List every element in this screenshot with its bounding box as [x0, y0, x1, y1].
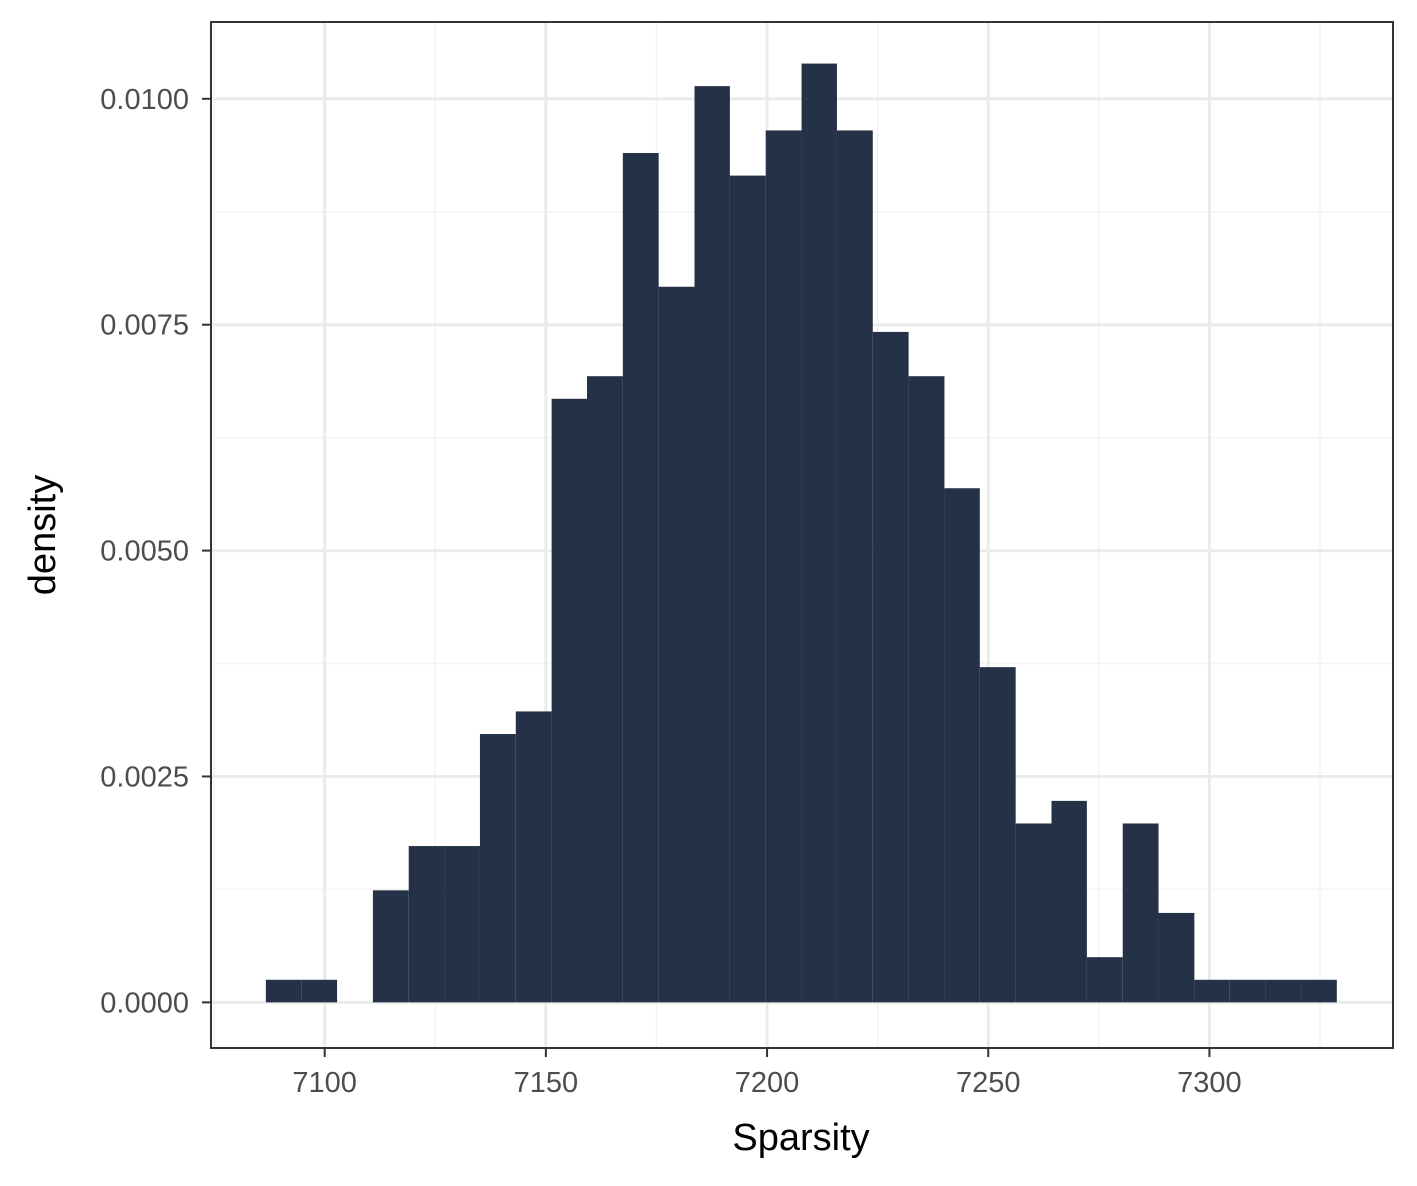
y-tick-label: 0.0075: [100, 310, 189, 342]
x-axis-title: Sparsity: [732, 1117, 869, 1159]
x-axis-ticks: 7100 7150 7200 7250 7300: [292, 1048, 1242, 1099]
histogram-bar: [408, 846, 445, 1003]
x-tick-label: 7150: [514, 1067, 579, 1099]
panel-border: [210, 21, 1394, 1049]
y-tick-label: 0.0100: [100, 84, 189, 116]
y-axis-ticks: 0.0000 0.0025 0.0050 0.0075 0.0100: [100, 84, 211, 1019]
histogram-bar: [836, 130, 873, 1003]
histogram-bar: [372, 890, 409, 1003]
histogram-bar: [1265, 979, 1302, 1003]
histogram-bar: [1051, 800, 1087, 1003]
y-axis-title: density: [22, 475, 64, 595]
histogram-bar: [301, 979, 338, 1003]
histogram-bar: [729, 175, 766, 1003]
y-tick-label: 0.0050: [100, 536, 189, 568]
histogram-bar: [1301, 979, 1337, 1003]
histogram-bar: [1229, 979, 1266, 1003]
histogram-bar: [444, 846, 480, 1003]
histogram-bar: [479, 734, 516, 1003]
histogram-bar: [979, 667, 1016, 1003]
histogram-bar: [658, 286, 695, 1003]
histogram-bar: [1086, 957, 1123, 1003]
x-tick-label: 7250: [956, 1067, 1021, 1099]
histogram-bar: [694, 86, 730, 1003]
histogram-bar: [944, 488, 980, 1003]
x-tick-label: 7100: [292, 1067, 357, 1099]
histogram-bar: [587, 376, 623, 1003]
x-tick-label: 7300: [1177, 1067, 1242, 1099]
histogram-bar: [872, 331, 909, 1003]
histogram-bar: [265, 979, 302, 1003]
histogram-bar: [622, 153, 659, 1003]
histogram-bar: [801, 63, 837, 1003]
histogram-bar: [1015, 823, 1052, 1003]
histogram-bar: [515, 711, 552, 1003]
histogram-bars: [265, 63, 1337, 1003]
histogram-bar: [1194, 979, 1230, 1003]
y-tick-label: 0.0000: [100, 987, 189, 1019]
histogram-bar: [765, 130, 802, 1003]
histogram-bar: [1158, 912, 1195, 1003]
histogram-bar: [1122, 823, 1159, 1003]
x-tick-label: 7200: [735, 1067, 800, 1099]
histogram-bar: [551, 398, 588, 1003]
histogram-bar: [908, 376, 945, 1003]
y-tick-label: 0.0025: [100, 761, 189, 793]
